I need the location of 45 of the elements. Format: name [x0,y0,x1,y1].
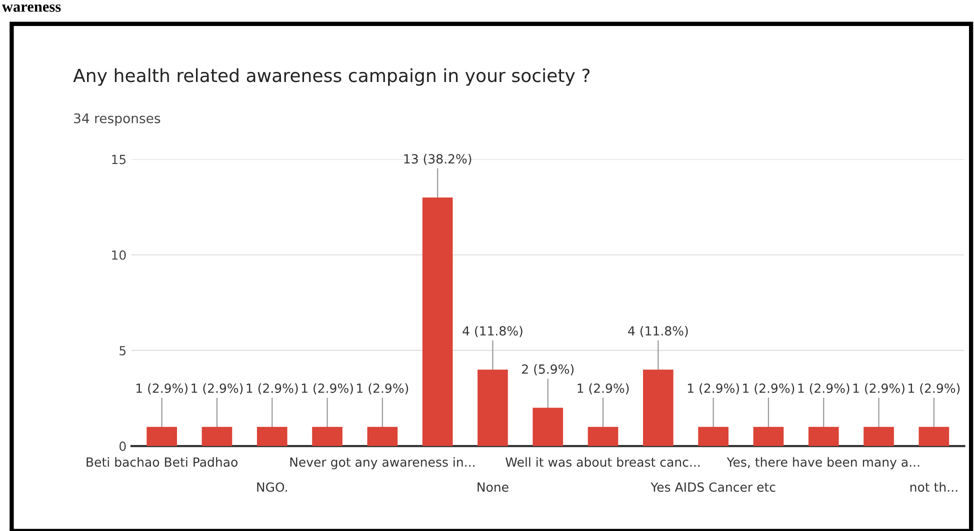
bar [367,426,398,446]
x-tick-label: Well it was about breast canc... [506,457,700,467]
bar [202,426,232,446]
data-label: 13 (38.2%) [404,154,472,166]
data-label: 1 (2.9%) [246,383,298,394]
data-label: 1 (2.9%) [798,383,850,394]
bar [478,370,508,446]
data-label: 1 (2.9%) [357,383,408,394]
chart-subtitle: 34 responses [74,113,160,126]
bar [256,426,288,446]
bar [753,426,784,446]
data-label: 4 (11.8%) [462,326,522,338]
bar [312,426,342,446]
x-tick-label: Beti bachao Beti Padhao [86,457,238,467]
data-label: 2 (5.9%) [522,364,574,376]
bar [808,426,839,446]
x-tick-label: NGO. [257,482,287,492]
x-tick-label: Yes, there have been many a... [726,457,920,470]
y-tick-label: 0 [120,442,126,451]
bar [588,426,618,446]
data-label: 1 (2.9%) [578,383,629,394]
bar [146,426,177,446]
data-label: 1 (2.9%) [908,383,960,394]
chart-title: Any health related awareness campaign in your society ? [73,68,590,86]
bar [864,426,894,446]
x-tick-label: Yes AIDS Cancer etc [650,482,776,492]
y-tick-label: 15 [112,154,126,164]
y-tick-label: 5 [120,346,126,356]
data-label: 4 (11.8%) [628,326,688,338]
data-label: 1 (2.9%) [136,383,188,394]
x-tick-label: Never got any awareness in... [290,457,474,470]
bar [532,408,564,446]
y-tick-label: 10 [112,250,126,260]
data-label: 1 (2.9%) [192,383,243,394]
data-label: 1 (2.9%) [743,383,794,394]
bar [422,198,453,446]
data-label: 1 (2.9%) [688,383,739,394]
bar [698,426,728,446]
bar [643,370,674,446]
data-label: 1 (2.9%) [302,383,353,394]
text: wareness [2,4,61,12]
data-label: 1 (2.9%) [853,383,904,394]
x-tick-label: not th... [910,482,958,492]
bar [918,426,950,446]
x-tick-label: None [478,482,508,492]
